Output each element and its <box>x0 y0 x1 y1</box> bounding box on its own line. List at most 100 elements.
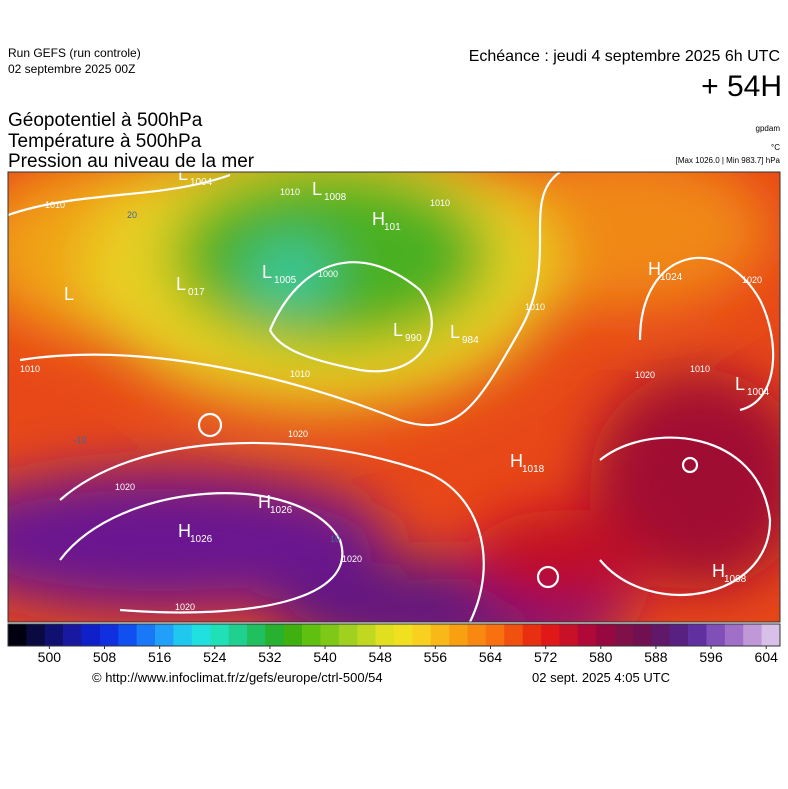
run-label: Run GEFS (run controle) <box>8 46 141 60</box>
colorbar-tick-label: 508 <box>93 649 117 665</box>
unit-label: °C <box>771 143 780 152</box>
colorbar-frame <box>7 623 781 647</box>
isobar-label: -10 <box>73 435 86 445</box>
isobar-label: 1010 <box>280 187 300 197</box>
pressure-center-value: 1026 <box>270 505 293 516</box>
colorbar-tick-label: 596 <box>699 649 723 665</box>
pressure-center-value: 1004 <box>190 177 213 188</box>
color-swatch <box>357 624 376 646</box>
color-swatch <box>614 624 634 646</box>
isobar-label: 1010 <box>525 302 545 312</box>
pressure-center-letter: L <box>178 164 188 184</box>
isobar-label: 1010 <box>20 364 40 374</box>
color-swatch <box>449 624 468 646</box>
color-swatch <box>191 624 211 646</box>
colorbar-tick-label: 540 <box>313 649 337 665</box>
colorbar-tick-label: 604 <box>755 649 779 665</box>
color-swatch <box>338 624 358 646</box>
color-swatch <box>577 624 597 646</box>
pressure-center-letter: L <box>64 284 74 304</box>
isobars <box>8 172 775 622</box>
pressure-center-value: 984 <box>462 335 479 346</box>
isobar-label: 20 <box>127 210 137 220</box>
color-swatch <box>118 624 137 646</box>
pressure-center-letter: L <box>176 274 186 294</box>
color-swatch <box>688 624 707 646</box>
pressure-center-value: 1024 <box>660 272 683 283</box>
color-swatch <box>155 624 174 646</box>
color-swatch <box>596 624 615 646</box>
isobar-label: 10 <box>330 534 340 544</box>
color-swatch <box>320 624 340 646</box>
range-label: [Max 1026.0 | Min 983.7] hPa <box>676 156 781 165</box>
color-swatch <box>430 624 450 646</box>
render-date: 02 sept. 2025 4:05 UTC <box>532 670 670 685</box>
pressure-center-letter: H <box>178 521 191 541</box>
unit-label: gpdam <box>756 124 781 133</box>
color-swatch <box>669 624 689 646</box>
color-swatch <box>651 624 671 646</box>
source-url[interactable]: © http://www.infoclimat.fr/z/gefs/europe… <box>92 670 383 685</box>
color-swatch <box>706 624 726 646</box>
color-swatch <box>228 624 248 646</box>
color-swatch <box>26 624 46 646</box>
isobar-label: 1020 <box>288 429 308 439</box>
color-swatch <box>522 624 542 646</box>
color-swatch <box>44 624 64 646</box>
pressure-center-letter: L <box>312 179 322 199</box>
colorbar-tick-label: 548 <box>369 649 393 665</box>
color-swatch <box>302 624 321 646</box>
colorbar-tick-label: 516 <box>148 649 172 665</box>
isobar-label: 1010 <box>290 369 310 379</box>
color-swatch <box>63 624 82 646</box>
color-swatch <box>81 624 101 646</box>
colorbar-tick-label: 556 <box>424 649 448 665</box>
isobar-label: 1010 <box>430 198 450 208</box>
color-swatch <box>265 624 285 646</box>
color-swatch <box>375 624 395 646</box>
pressure-center-value: 1008 <box>324 192 347 203</box>
lead-time: + 54H <box>701 70 782 103</box>
color-swatch <box>210 624 229 646</box>
color-swatch <box>412 624 432 646</box>
field-title: Géopotentiel à 500hPa <box>8 110 203 131</box>
colorbar-tick-label: 572 <box>534 649 558 665</box>
pressure-center-value: 1018 <box>522 464 545 475</box>
run-date: 02 septembre 2025 00Z <box>8 62 135 76</box>
pressure-center-value: 017 <box>188 287 205 298</box>
pressure-center-letter: L <box>393 320 403 340</box>
pressure-center-letter: H <box>648 259 661 279</box>
isobar-label: 1010 <box>690 364 710 374</box>
colorbar-tick-label: 564 <box>479 649 503 665</box>
color-swatch <box>743 624 762 646</box>
isobar-label: 1000 <box>318 269 338 279</box>
color-swatch <box>504 624 523 646</box>
color-swatch <box>467 624 487 646</box>
colorbar: 500 508 516 524 532 540 548 556 564 572 580 588 596 6… <box>7 623 781 665</box>
color-swatch <box>559 624 579 646</box>
pressure-center-letter: H <box>372 209 385 229</box>
colorbar-tick-label: 532 <box>258 649 282 665</box>
color-swatch <box>485 624 505 646</box>
color-swatch <box>283 624 303 646</box>
isobar-label: 1020 <box>342 554 362 564</box>
isobar-label: 1020 <box>175 602 195 612</box>
color-swatch <box>246 624 266 646</box>
color-swatch <box>8 624 27 646</box>
pressure-center-value: 1008 <box>724 574 747 585</box>
pressure-center-value: 990 <box>405 333 422 344</box>
isobar-label: 1010 <box>45 200 65 210</box>
echeance: Echéance : jeudi 4 septembre 2025 6h UTC <box>469 48 780 65</box>
pressure-center-value: 1004 <box>747 387 770 398</box>
isobar-label: 1020 <box>115 482 135 492</box>
pressure-center-letter: L <box>450 322 460 342</box>
field-title: Pression au niveau de la mer <box>8 151 255 172</box>
colorbar-tick-label: 580 <box>589 649 613 665</box>
color-swatch <box>761 624 781 646</box>
color-swatch <box>724 624 744 646</box>
colorbar-tick-label: 524 <box>203 649 227 665</box>
color-swatch <box>99 624 119 646</box>
